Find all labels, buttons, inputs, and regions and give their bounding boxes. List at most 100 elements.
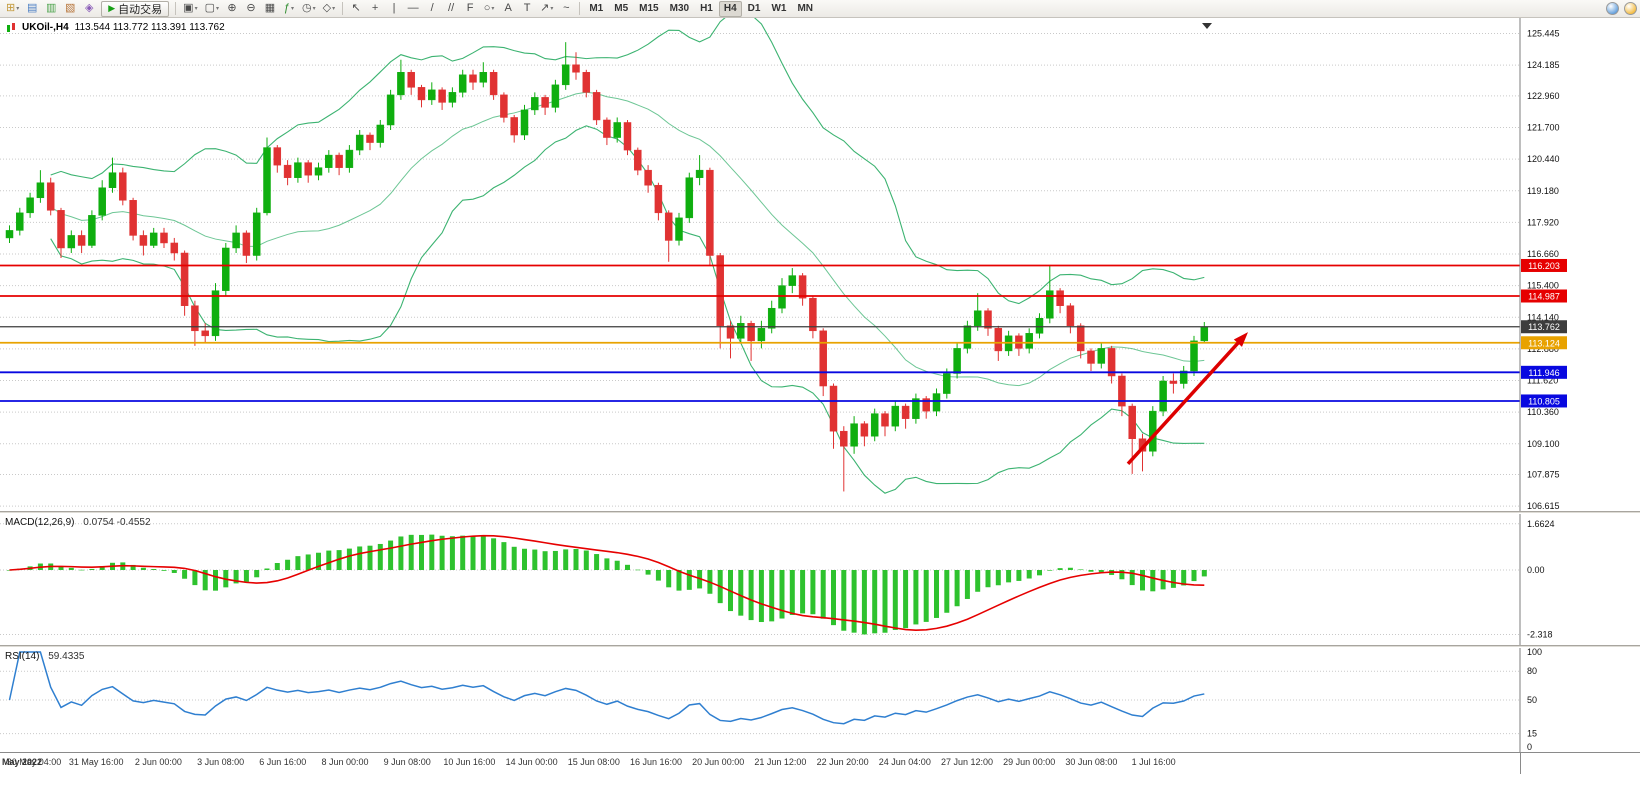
navigator-icon[interactable]: ▧ [61, 1, 79, 17]
timeframe-m30[interactable]: M30 [665, 1, 694, 17]
timeframe-m15[interactable]: M15 [634, 1, 663, 17]
macd-bar [182, 570, 188, 579]
dropdown-caret-icon: ▾ [215, 5, 219, 12]
rsi-chart[interactable]: 100 80 50 15 0 [0, 648, 1640, 752]
timeframe-h1[interactable]: H1 [695, 1, 718, 17]
new-chart-icon[interactable]: ▣ ▾ [180, 1, 200, 17]
zoom-out-icon: ⊖ [246, 2, 256, 14]
macd-bar [1057, 568, 1063, 570]
trendline-icon[interactable]: / [423, 1, 441, 17]
zoom-in-icon[interactable]: ⊕ [223, 1, 241, 17]
zoom-out-icon[interactable]: ⊖ [242, 1, 260, 17]
candle [489, 72, 498, 96]
panel-divider[interactable] [0, 511, 1640, 514]
new-order-icon: ⊞ [6, 2, 16, 14]
candle [98, 187, 106, 216]
macd-bar [1140, 570, 1145, 591]
time-label: 3 Jun 08:00 [197, 757, 245, 767]
candle [572, 64, 580, 73]
timeframe-w1[interactable]: W1 [766, 1, 791, 17]
candle [850, 423, 858, 447]
macd-bar [542, 551, 548, 570]
candle [46, 182, 55, 211]
candle [1149, 410, 1157, 452]
new-order-icon[interactable]: ⊞ ▾ [3, 1, 22, 17]
candle [366, 134, 374, 143]
candle [870, 413, 879, 437]
axis-divider [1520, 753, 1521, 774]
dropdown-caret-icon: ▾ [291, 5, 295, 12]
candle [376, 124, 385, 143]
templates-icon[interactable]: ◇ ▾ [320, 1, 338, 17]
candle [283, 164, 292, 178]
community-icon[interactable] [1624, 2, 1637, 15]
candle [479, 72, 488, 83]
candle [1087, 350, 1095, 364]
candle [1046, 290, 1054, 319]
time-label: 16 Jun 16:00 [629, 757, 683, 767]
macd-bar [295, 556, 301, 570]
terminal-icon[interactable]: ◈ [80, 1, 98, 17]
macd-chart[interactable]: 1.6624 0.00 -2.318 [0, 514, 1640, 645]
timeframe-m1[interactable]: M1 [584, 1, 608, 17]
bollinger-lower-band [50, 125, 1205, 494]
cycle-lines-icon[interactable]: ~ [557, 1, 575, 17]
macd-bar [264, 568, 270, 570]
arrows-icon[interactable]: ↗ ▾ [537, 1, 556, 17]
data-window-icon[interactable]: ▥ [42, 1, 60, 17]
timeframe-d1[interactable]: D1 [743, 1, 766, 17]
price-tag [1521, 336, 1567, 350]
time-axis[interactable]: May 2022 30 May 04:00 31 May 16:00 2 Jun 00… [0, 752, 1640, 774]
price-chart[interactable]: 125.445 124.185 122.960 121.700 120.440 119.1… [0, 18, 1640, 511]
macd-bar [99, 566, 105, 570]
candle [757, 328, 766, 342]
candle [448, 92, 457, 103]
panel-divider[interactable] [0, 645, 1640, 648]
channel-icon[interactable]: // [442, 1, 460, 17]
time-label: 24 Jun 04:00 [878, 757, 931, 767]
text-icon: A [504, 2, 512, 14]
svg-text:114.140: 114.140 [1527, 312, 1559, 322]
cursor-icon[interactable]: ↖ [347, 1, 365, 17]
svg-text:100: 100 [1527, 648, 1542, 657]
timeframe-mn[interactable]: MN [792, 1, 818, 17]
crosshair-icon[interactable]: + [366, 1, 384, 17]
svg-text:111.946: 111.946 [1528, 368, 1559, 378]
vertical-line-icon[interactable]: | [385, 1, 403, 17]
macd-bar [398, 536, 404, 570]
candle [26, 197, 34, 214]
periods-icon[interactable]: ◷ ▾ [299, 1, 319, 17]
market-watch-icon: ▤ [27, 2, 38, 14]
toolbar-separator [342, 2, 344, 15]
svg-text:107.875: 107.875 [1527, 470, 1560, 480]
dropdown-caret-icon: ▾ [16, 5, 20, 12]
profiles-icon[interactable]: ▢ ▾ [202, 1, 222, 17]
macd-bar [573, 549, 579, 570]
candle [407, 72, 415, 88]
candle [819, 330, 827, 387]
candle [561, 64, 570, 86]
shapes-icon[interactable]: ○ ▾ [480, 1, 498, 17]
indicators-icon[interactable]: ƒ ▾ [280, 1, 298, 17]
svg-text:120.440: 120.440 [1527, 154, 1560, 164]
macd-bar [913, 570, 919, 625]
market-watch-icon[interactable]: ▤ [23, 1, 41, 17]
news-icon[interactable] [1606, 2, 1619, 15]
horizontal-line-icon[interactable]: — [404, 1, 422, 17]
svg-text:116.660: 116.660 [1527, 249, 1559, 259]
candle [1097, 348, 1106, 364]
candle [16, 212, 24, 231]
macd-title: MACD(12,26,9) 0.0754 -0.4552 [5, 517, 151, 528]
tile-windows-icon[interactable]: ▦ [261, 1, 279, 17]
macd-bar [419, 534, 424, 570]
candlestick-icon [7, 22, 15, 32]
timeframe-m5[interactable]: M5 [609, 1, 633, 17]
label-icon[interactable]: T [518, 1, 536, 17]
candle [222, 247, 230, 291]
fibonacci-icon[interactable]: F [461, 1, 479, 17]
candle [592, 92, 601, 121]
text-icon[interactable]: A [499, 1, 517, 17]
autotrading-button[interactable]: ▶ 自动交易 [101, 0, 170, 17]
timeframe-h4[interactable]: H4 [718, 0, 742, 17]
macd-bar [377, 543, 383, 570]
